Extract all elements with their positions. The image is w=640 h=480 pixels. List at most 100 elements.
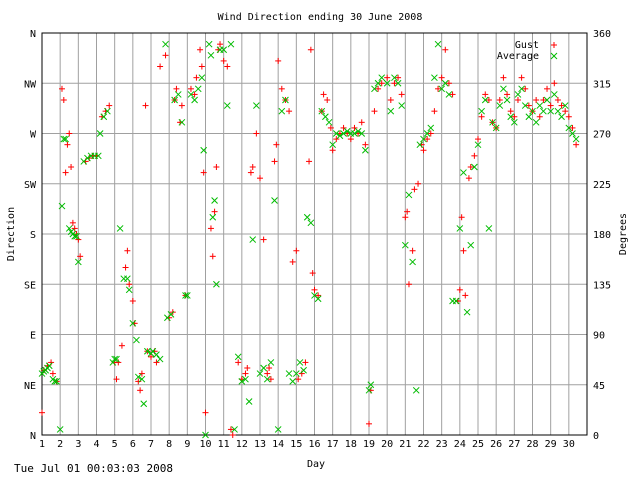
y-tick-label-left: SW bbox=[24, 180, 37, 191]
average-point bbox=[485, 225, 493, 232]
average-point bbox=[510, 118, 518, 126]
average-point bbox=[260, 364, 267, 372]
gust-point bbox=[329, 147, 336, 154]
gust-point bbox=[496, 97, 503, 103]
average-point bbox=[104, 107, 111, 115]
average-point bbox=[300, 366, 307, 374]
gust-point bbox=[202, 409, 209, 416]
data-points bbox=[38, 40, 580, 439]
average-point bbox=[416, 141, 424, 149]
average-point bbox=[303, 213, 311, 221]
gust-point bbox=[137, 387, 144, 394]
gust-point bbox=[217, 41, 224, 48]
gust-point bbox=[273, 141, 280, 148]
average-point bbox=[354, 127, 362, 135]
gust-point bbox=[351, 124, 358, 131]
grid-lines bbox=[42, 33, 587, 435]
average-point bbox=[296, 359, 304, 366]
gust-point bbox=[445, 80, 452, 87]
average-point bbox=[378, 74, 386, 82]
average-point bbox=[138, 375, 146, 383]
gust-point bbox=[275, 57, 282, 64]
gust-point bbox=[247, 169, 254, 176]
gust-point bbox=[309, 270, 316, 277]
average-point bbox=[318, 107, 326, 115]
average-point bbox=[374, 79, 382, 87]
average-point bbox=[231, 426, 238, 433]
average-point bbox=[65, 225, 73, 232]
gust-point bbox=[562, 108, 569, 115]
average-point bbox=[438, 85, 446, 93]
average-point bbox=[100, 113, 108, 121]
average-point bbox=[182, 292, 189, 299]
x-tick-label: 22 bbox=[417, 439, 429, 450]
average-point bbox=[274, 426, 282, 433]
gust-point bbox=[438, 74, 445, 81]
gust-point bbox=[315, 292, 322, 299]
average-point bbox=[572, 135, 580, 143]
average-point bbox=[481, 96, 489, 104]
average-point bbox=[489, 118, 496, 126]
average-point bbox=[500, 85, 507, 93]
average-point bbox=[194, 85, 202, 93]
y-tick-label-left: S bbox=[30, 230, 36, 241]
y-tick-label-left: NW bbox=[24, 79, 37, 90]
x-tick-label: 2 bbox=[57, 439, 63, 450]
average-point bbox=[431, 74, 438, 82]
average-point bbox=[358, 130, 366, 137]
average-point bbox=[289, 378, 297, 385]
gust-point bbox=[500, 74, 507, 81]
gust-point bbox=[264, 370, 271, 377]
y-tick-label-right: 315 bbox=[593, 79, 611, 90]
average-point bbox=[220, 46, 228, 54]
gust-point bbox=[347, 136, 354, 143]
average-point bbox=[153, 351, 160, 358]
average-point bbox=[332, 130, 340, 137]
average-point bbox=[234, 353, 242, 361]
average-point bbox=[391, 74, 398, 82]
average-point bbox=[223, 102, 231, 109]
gust-point bbox=[536, 113, 543, 120]
gust-point bbox=[554, 97, 561, 103]
gust-point bbox=[193, 74, 200, 81]
y-tick-label-right: 135 bbox=[593, 280, 611, 291]
y-tick-label-right: 360 bbox=[593, 29, 611, 40]
gust-point bbox=[213, 164, 220, 170]
average-point bbox=[525, 113, 533, 121]
gust-point bbox=[320, 91, 327, 98]
gust-point bbox=[66, 130, 73, 137]
gust-point bbox=[62, 169, 69, 176]
average-point bbox=[322, 113, 329, 121]
gust-point bbox=[565, 113, 572, 120]
y-tick-label-right: 90 bbox=[593, 331, 605, 342]
gust-point bbox=[157, 63, 164, 70]
gust-point bbox=[398, 91, 405, 98]
gust-point bbox=[191, 91, 198, 98]
x-tick-label: 12 bbox=[236, 439, 248, 450]
gust-point bbox=[324, 97, 331, 103]
average-point bbox=[58, 202, 66, 210]
average-point bbox=[129, 319, 137, 327]
gust-point bbox=[302, 359, 309, 366]
gust-point bbox=[411, 186, 418, 193]
gust-point bbox=[395, 74, 402, 81]
average-point bbox=[167, 311, 175, 318]
gust-point bbox=[478, 113, 485, 120]
gust-point bbox=[153, 359, 160, 366]
average-point bbox=[521, 102, 529, 109]
gust-point bbox=[306, 158, 313, 165]
gust-point bbox=[278, 85, 285, 92]
gust-point bbox=[485, 97, 492, 103]
x-tick-label: 21 bbox=[399, 439, 411, 450]
gust-point bbox=[402, 214, 409, 221]
y-tick-label-left: SE bbox=[24, 280, 36, 291]
average-point bbox=[245, 398, 253, 405]
gust-point bbox=[257, 175, 263, 182]
gust-point bbox=[289, 258, 296, 265]
gust-point bbox=[462, 292, 469, 299]
gust-point bbox=[307, 46, 314, 53]
average-point bbox=[565, 124, 573, 132]
average-point bbox=[420, 135, 427, 143]
average-point bbox=[200, 146, 208, 154]
